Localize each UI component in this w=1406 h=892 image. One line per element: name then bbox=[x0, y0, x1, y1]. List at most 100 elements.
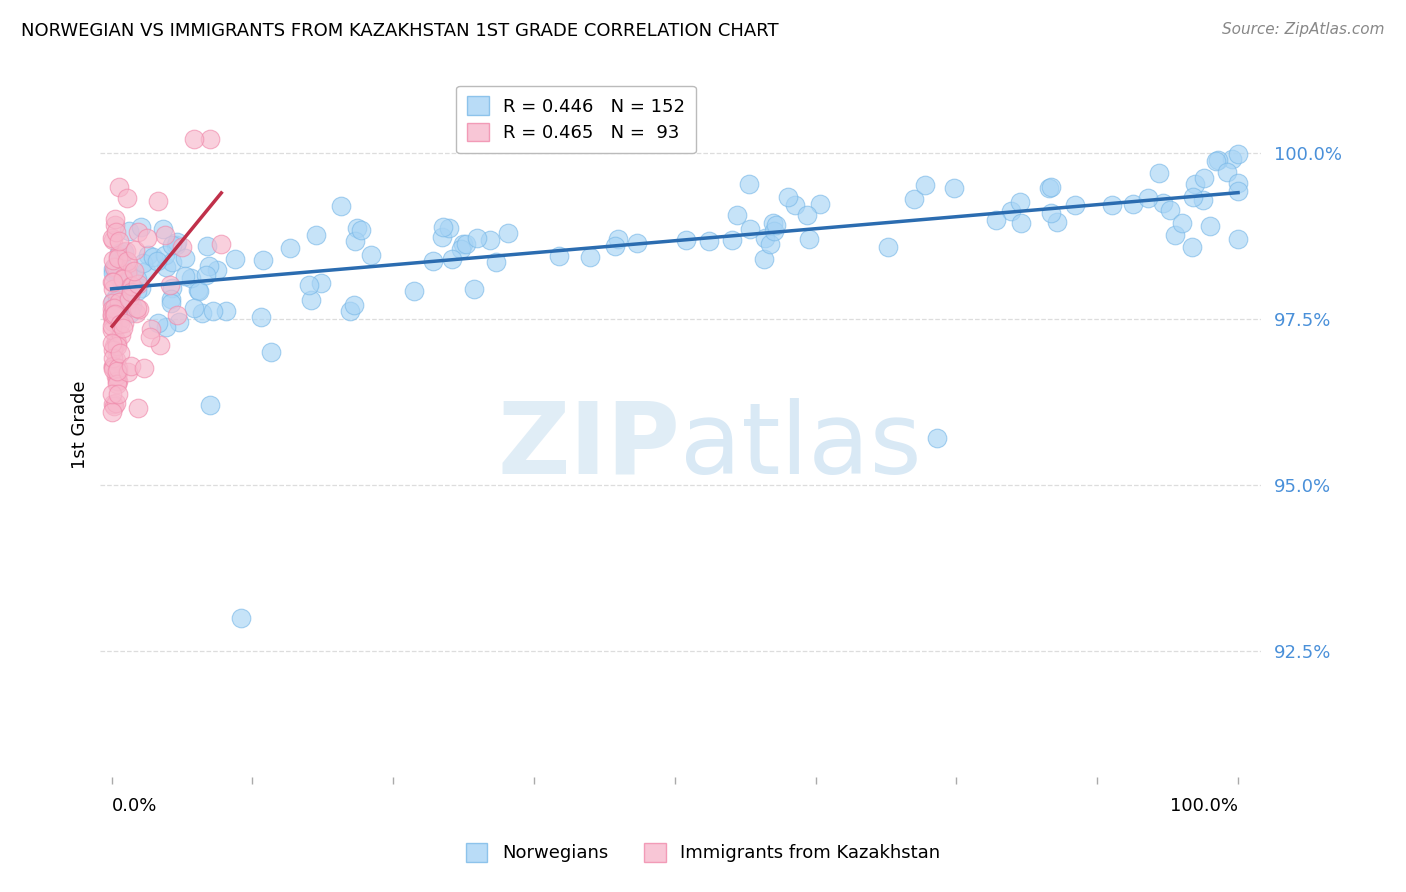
Point bbox=[108, 317, 131, 331]
Point bbox=[118, 224, 141, 238]
Point bbox=[125, 284, 148, 298]
Point bbox=[180, 271, 202, 285]
Point bbox=[129, 281, 152, 295]
Point bbox=[107, 360, 129, 375]
Point bbox=[146, 194, 169, 208]
Point bbox=[103, 282, 125, 296]
Point bbox=[1000, 204, 1022, 219]
Point bbox=[103, 339, 125, 353]
Point bbox=[725, 208, 748, 222]
Point bbox=[111, 258, 134, 272]
Point bbox=[120, 285, 142, 299]
Point bbox=[101, 351, 124, 365]
Point bbox=[111, 278, 134, 293]
Point bbox=[796, 208, 818, 222]
Point bbox=[112, 321, 135, 335]
Legend: Norwegians, Immigrants from Kazakhstan: Norwegians, Immigrants from Kazakhstan bbox=[458, 836, 948, 870]
Point bbox=[172, 240, 194, 254]
Point bbox=[101, 302, 124, 317]
Point bbox=[160, 295, 183, 310]
Point bbox=[152, 222, 174, 236]
Point bbox=[197, 239, 219, 253]
Point bbox=[107, 269, 129, 284]
Point bbox=[108, 180, 131, 194]
Point bbox=[103, 359, 125, 373]
Point bbox=[159, 277, 181, 292]
Point bbox=[579, 251, 602, 265]
Point bbox=[146, 253, 169, 268]
Point bbox=[101, 323, 124, 337]
Point bbox=[142, 250, 165, 264]
Point bbox=[118, 293, 141, 307]
Point bbox=[876, 240, 898, 254]
Point bbox=[984, 213, 1007, 227]
Point bbox=[114, 280, 136, 294]
Point bbox=[105, 353, 128, 368]
Point bbox=[605, 239, 627, 253]
Point bbox=[112, 316, 135, 330]
Point bbox=[162, 237, 184, 252]
Point bbox=[101, 275, 124, 289]
Point bbox=[202, 304, 225, 318]
Point bbox=[1136, 191, 1159, 205]
Point bbox=[925, 431, 948, 445]
Point bbox=[101, 233, 124, 247]
Point bbox=[117, 292, 139, 306]
Point bbox=[454, 236, 477, 251]
Point bbox=[128, 301, 150, 316]
Point bbox=[205, 263, 228, 277]
Text: NORWEGIAN VS IMMIGRANTS FROM KAZAKHSTAN 1ST GRADE CORRELATION CHART: NORWEGIAN VS IMMIGRANTS FROM KAZAKHSTAN … bbox=[21, 22, 779, 40]
Legend: R = 0.446   N = 152, R = 0.465   N =  93: R = 0.446 N = 152, R = 0.465 N = 93 bbox=[456, 86, 696, 153]
Point bbox=[115, 285, 138, 299]
Point bbox=[1227, 146, 1250, 161]
Point bbox=[1227, 176, 1250, 190]
Point bbox=[437, 221, 460, 235]
Point bbox=[127, 277, 149, 292]
Point bbox=[104, 261, 127, 276]
Point bbox=[159, 292, 181, 306]
Point bbox=[101, 266, 124, 280]
Text: ZIP: ZIP bbox=[498, 398, 681, 495]
Point bbox=[215, 304, 238, 318]
Point bbox=[103, 304, 125, 318]
Point bbox=[441, 252, 464, 266]
Point bbox=[450, 242, 472, 256]
Point bbox=[103, 260, 125, 274]
Point bbox=[763, 224, 786, 238]
Point bbox=[343, 298, 366, 312]
Point bbox=[114, 292, 136, 306]
Point bbox=[149, 337, 172, 351]
Point bbox=[697, 234, 720, 248]
Point bbox=[762, 216, 785, 230]
Point bbox=[104, 218, 127, 232]
Point bbox=[1039, 206, 1062, 220]
Point bbox=[125, 301, 148, 315]
Point bbox=[738, 222, 761, 236]
Point bbox=[103, 315, 125, 329]
Point bbox=[209, 237, 232, 252]
Point bbox=[160, 254, 183, 268]
Point bbox=[105, 336, 128, 351]
Point bbox=[496, 226, 519, 240]
Point bbox=[103, 360, 125, 375]
Point bbox=[105, 304, 128, 318]
Point bbox=[183, 132, 205, 146]
Point bbox=[101, 318, 124, 333]
Point bbox=[339, 304, 361, 318]
Point bbox=[101, 231, 124, 245]
Point bbox=[1159, 203, 1181, 218]
Point bbox=[107, 387, 129, 401]
Point bbox=[146, 316, 169, 330]
Point bbox=[165, 238, 187, 252]
Point bbox=[101, 253, 124, 268]
Point bbox=[129, 220, 152, 235]
Point bbox=[738, 177, 761, 191]
Point bbox=[115, 254, 138, 268]
Point bbox=[174, 251, 197, 265]
Point bbox=[136, 231, 159, 245]
Point bbox=[101, 405, 124, 419]
Point bbox=[103, 212, 125, 227]
Point bbox=[914, 178, 936, 193]
Point bbox=[404, 285, 426, 299]
Point bbox=[250, 310, 273, 324]
